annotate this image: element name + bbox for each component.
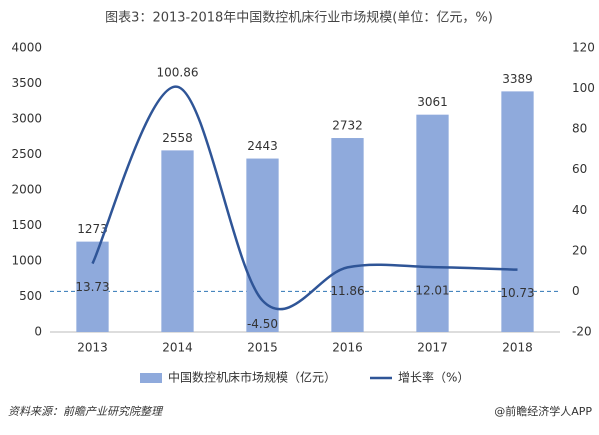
y-tick-label: 1000 <box>11 254 42 268</box>
credit: @前瞻经济学人APP <box>494 404 592 418</box>
bar-value-label: 2443 <box>247 139 278 153</box>
bar-value-label: 2558 <box>162 131 193 145</box>
line-value-label: 10.73 <box>500 286 534 300</box>
y2-tick-label: 60 <box>572 162 587 176</box>
y-tick-label: 2000 <box>11 183 42 197</box>
x-tick-label: 2017 <box>417 341 448 355</box>
bar <box>246 158 279 332</box>
x-tick-label: 2016 <box>332 341 363 355</box>
bar <box>161 150 194 332</box>
line-value-label: -4.50 <box>247 317 278 331</box>
legend-label: 中国数控机床市场规模（亿元） <box>168 370 336 385</box>
y2-tick-label: 80 <box>572 122 587 136</box>
bar-value-label: 3061 <box>417 95 448 109</box>
y-tick-label: 2500 <box>11 147 42 161</box>
y-tick-label: 0 <box>34 325 42 339</box>
line-value-label: 12.01 <box>415 284 449 298</box>
bar <box>76 241 109 332</box>
legend-swatch <box>140 373 162 383</box>
y2-tick-label: -20 <box>572 325 592 339</box>
source-note: 资料来源：前瞻产业研究院整理 <box>8 405 164 418</box>
y2-tick-label: 100 <box>572 81 595 95</box>
line-value-label: 11.86 <box>330 284 364 298</box>
x-tick-label: 2013 <box>77 341 108 355</box>
x-tick-label: 2018 <box>502 341 533 355</box>
y-tick-label: 3500 <box>11 76 42 90</box>
bar <box>331 138 364 332</box>
y2-tick-label: 0 <box>572 284 580 298</box>
growth-line <box>91 85 518 311</box>
line-value-label: 100.86 <box>157 65 199 79</box>
y2-tick-label: 120 <box>572 41 595 55</box>
legend-label: 增长率（%） <box>398 370 469 385</box>
x-tick-label: 2014 <box>162 341 193 355</box>
x-tick-label: 2015 <box>247 341 278 355</box>
y2-tick-label: 20 <box>572 243 587 257</box>
y-tick-label: 3000 <box>11 112 42 126</box>
y-tick-label: 4000 <box>11 41 42 55</box>
bar <box>416 114 449 332</box>
y-tick-label: 1500 <box>11 218 42 232</box>
y-tick-label: 500 <box>19 289 42 303</box>
bar-value-label: 2732 <box>332 119 363 133</box>
chart-title: 图表3：2013-2018年中国数控机床行业市场规模(单位：亿元，%) <box>105 10 493 26</box>
bar-value-label: 1273 <box>77 222 108 236</box>
bar-value-label: 3389 <box>502 72 533 86</box>
y2-tick-label: 40 <box>572 203 587 217</box>
bar <box>501 91 534 332</box>
line-value-label: 13.73 <box>75 280 109 294</box>
